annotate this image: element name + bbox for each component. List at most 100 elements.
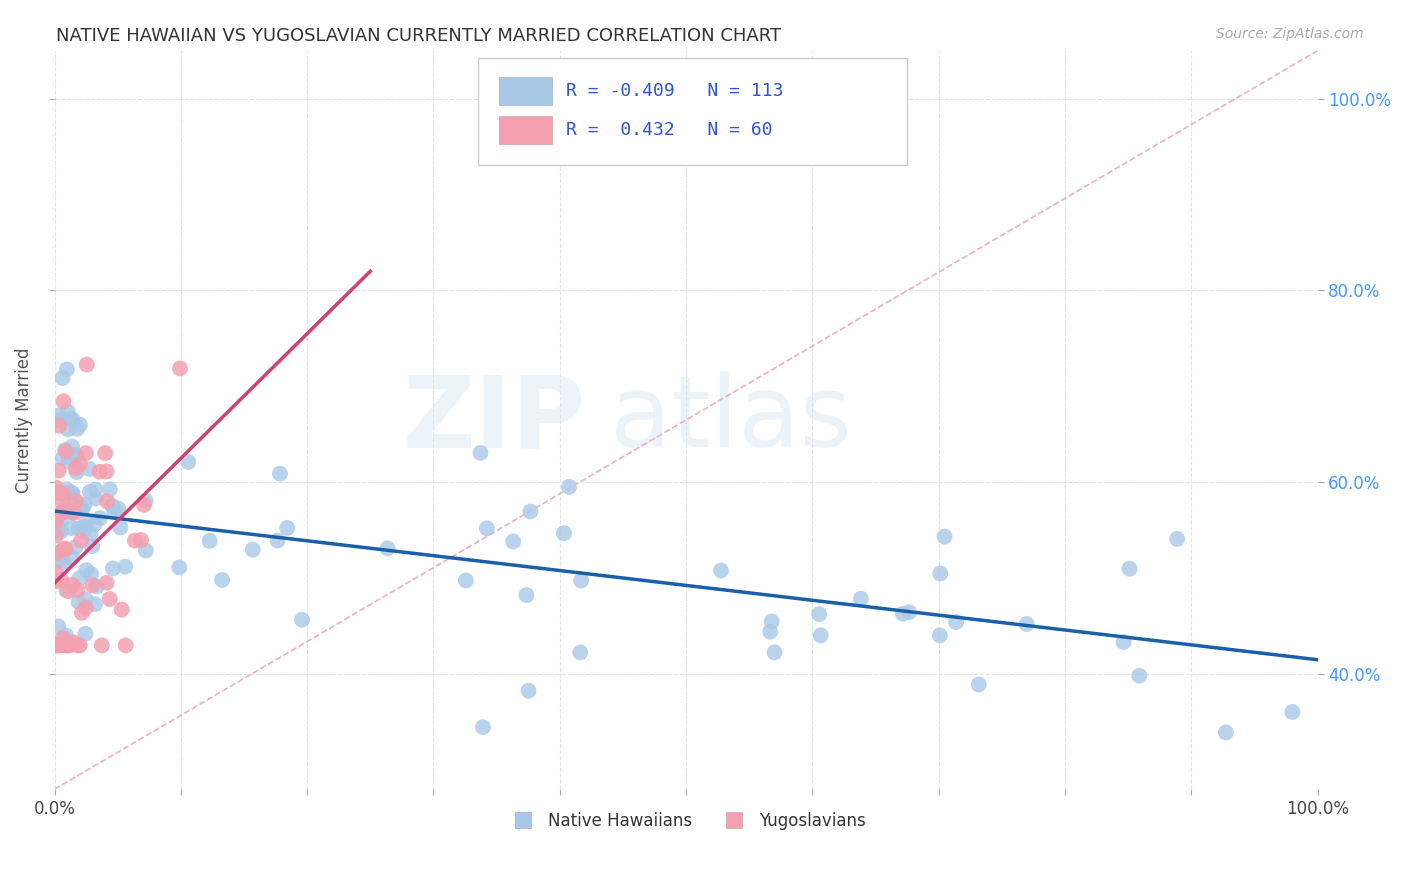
Text: atlas: atlas (610, 371, 852, 468)
Point (891, 607, 914, 621)
Point (73, 520, 96, 534)
Point (82, 578, 104, 592)
Point (65, 540, 87, 554)
Point (48, 619, 70, 633)
Point (73, 525, 96, 540)
Point (759, 624, 782, 639)
Point (69, 638, 91, 652)
Text: NATIVE HAWAIIAN VS YUGOSLAVIAN CURRENTLY MARRIED CORRELATION CHART: NATIVE HAWAIIAN VS YUGOSLAVIAN CURRENTLY… (56, 27, 782, 45)
Point (58, 454, 80, 468)
Point (56, 404, 79, 418)
Point (1112, 635, 1135, 649)
Point (75, 592, 97, 607)
Point (73, 498, 96, 512)
Point (52, 542, 75, 557)
Point (65, 461, 87, 475)
Point (45, 638, 67, 652)
Point (70, 606, 93, 620)
Point (69, 457, 91, 471)
Point (60, 412, 83, 426)
Point (45, 510, 67, 524)
Point (51, 495, 73, 509)
Point (124, 533, 146, 548)
Point (52, 504, 75, 518)
Point (75, 563, 97, 577)
Point (45, 574, 67, 589)
Point (101, 499, 124, 513)
Point (266, 533, 288, 548)
Point (59, 503, 82, 517)
Point (710, 564, 733, 578)
Point (60, 578, 83, 592)
Point (72, 501, 94, 516)
Point (66, 638, 89, 652)
Point (52, 487, 75, 501)
Point (67, 571, 90, 585)
Point (55, 638, 77, 652)
Point (169, 560, 191, 574)
Point (1118, 562, 1140, 576)
Point (808, 607, 831, 621)
Point (169, 361, 191, 376)
Point (1128, 669, 1150, 683)
Point (79, 527, 101, 541)
Point (101, 561, 124, 575)
Point (66, 422, 89, 436)
Point (79, 462, 101, 476)
Point (46, 638, 69, 652)
Point (454, 574, 477, 588)
Point (114, 638, 136, 652)
Point (110, 602, 132, 616)
Point (515, 588, 537, 602)
Point (55, 541, 77, 556)
Point (110, 520, 132, 534)
Point (60, 440, 83, 454)
Point (67, 522, 90, 536)
Point (45, 515, 67, 529)
Point (45, 480, 67, 494)
Point (107, 501, 129, 516)
Point (70, 501, 93, 516)
Point (51, 574, 73, 588)
Point (132, 498, 155, 512)
Point (934, 530, 956, 544)
Point (89, 511, 111, 525)
Point (1015, 617, 1038, 632)
Point (517, 683, 540, 698)
Point (70, 533, 93, 548)
Text: R = -0.409   N = 113: R = -0.409 N = 113 (567, 81, 783, 100)
Point (96, 464, 118, 478)
Point (65, 465, 87, 479)
Point (56, 362, 79, 376)
Point (49, 554, 72, 568)
Point (98, 483, 121, 497)
Point (276, 521, 298, 535)
Point (63, 506, 86, 520)
FancyBboxPatch shape (499, 117, 553, 145)
Point (84, 597, 107, 611)
Point (470, 446, 492, 460)
Point (928, 628, 950, 642)
Point (49, 513, 72, 527)
Point (49, 506, 72, 520)
Point (135, 543, 157, 558)
Point (59, 638, 82, 652)
Point (53, 442, 76, 457)
Point (58, 584, 80, 599)
Point (502, 534, 524, 549)
Point (62, 635, 84, 649)
Point (89, 465, 111, 479)
Point (291, 613, 314, 627)
Point (51, 524, 73, 539)
Point (52, 394, 75, 409)
Point (75, 600, 97, 615)
Text: Source: ZipAtlas.com: Source: ZipAtlas.com (1216, 27, 1364, 41)
Point (76, 358, 98, 372)
Text: ZIP: ZIP (402, 371, 585, 468)
Point (96, 494, 118, 508)
Point (52, 451, 75, 466)
Point (60, 521, 83, 535)
Point (84, 491, 107, 506)
FancyBboxPatch shape (478, 58, 907, 165)
Point (55, 482, 77, 496)
